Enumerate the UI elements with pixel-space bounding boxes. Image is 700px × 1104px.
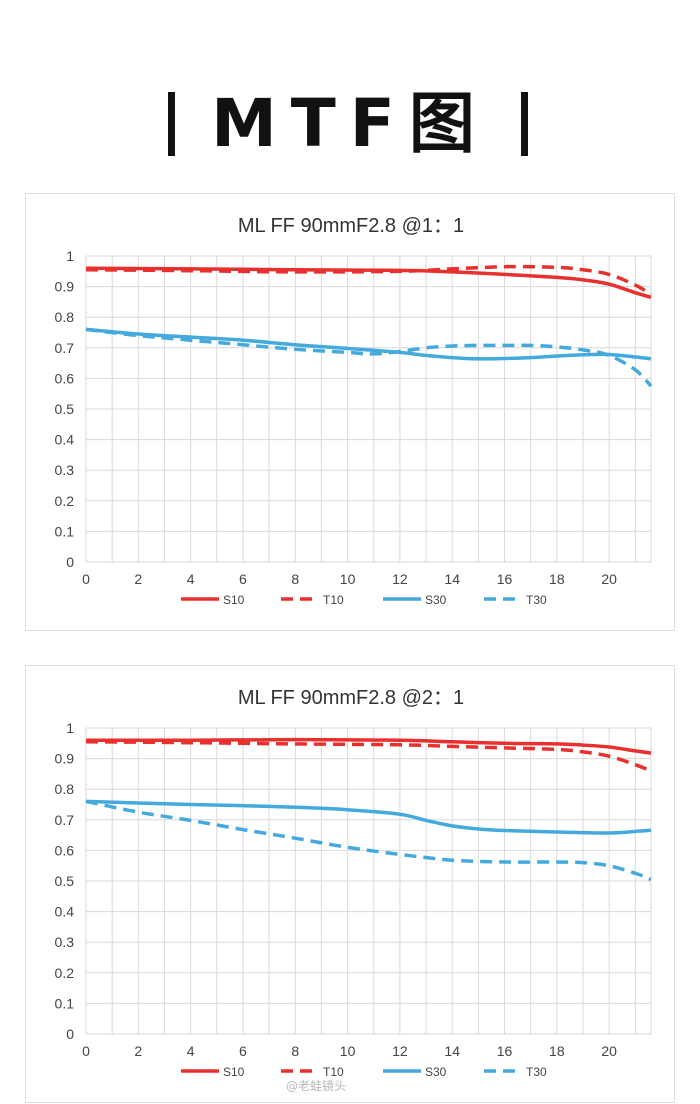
y-tick-label: 0 [66,1026,74,1042]
x-tick-label: 6 [239,1043,247,1059]
header-right-bar [521,92,528,156]
x-tick-label: 20 [601,1043,617,1059]
legend-label-t30: T30 [526,1065,547,1079]
y-tick-label: 0.1 [55,995,75,1011]
y-tick-label: 0.3 [55,462,75,478]
x-tick-label: 16 [497,571,513,587]
y-tick-label: 0.7 [55,340,75,356]
y-tick-label: 0.4 [55,904,75,920]
y-tick-label: 0.9 [55,279,75,295]
y-tick-label: 1 [66,720,74,736]
header-left-bar [168,92,175,156]
y-tick-label: 0.6 [55,370,75,386]
x-tick-label: 8 [291,571,299,587]
x-tick-label: 14 [444,571,460,587]
series-line-t30 [85,327,653,388]
legend-label-s10: S10 [223,593,245,607]
series-line-s30 [85,327,652,361]
mtf-chart-1: ML FF 90mmF2.8 @1：1 0 0.1 0.2 0.3 0.4 0.5 0.6 0.… [55,215,653,607]
page-header: MTF图 [0,78,700,168]
legend-label-s30: S30 [425,1065,447,1079]
y-tick-label: 0.4 [55,432,75,448]
x-tick-label: 10 [340,1043,356,1059]
y-tick-label: 0.5 [55,873,75,889]
x-tick-label: 14 [444,1043,460,1059]
legend-label-s30: S30 [425,593,447,607]
x-tick-label: 6 [239,571,247,587]
mtf-chart-2: ML FF 90mmF2.8 @2：1 0 0.1 0.2 0.3 0.4 0.5 0.6 0.… [55,687,652,1079]
chart-title: ML FF 90mmF2.8 @1：1 [238,215,464,237]
legend-label-t10: T10 [323,593,344,607]
y-tick-label: 0.5 [55,401,75,417]
x-tick-label: 0 [82,571,90,587]
y-tick-label: 0.7 [55,812,75,828]
x-tick-label: 0 [82,1043,90,1059]
legend-label-t10: T10 [323,1065,344,1079]
x-tick-label: 2 [134,1043,142,1059]
series-line-t10 [85,264,652,296]
series-line-s30 [85,799,652,835]
mtf-chart-panel-2: ML FF 90mmF2.8 @2：1 0 0.1 0.2 0.3 0.4 0.5 0.6 0.… [25,665,675,1103]
watermark: @老蛙镜头 [286,1079,347,1093]
x-tick-label: 20 [601,571,617,587]
series-line-s10 [85,266,652,299]
legend-label-t30: T30 [526,593,547,607]
y-tick-label: 0.3 [55,934,75,950]
series-line-t30 [85,799,652,882]
x-tick-label: 4 [187,1043,195,1059]
x-tick-label: 4 [187,571,195,587]
mtf-chart-panel-1: ML FF 90mmF2.8 @1：1 0 0.1 0.2 0.3 0.4 0.5 0.6 0.… [25,193,675,631]
chart-title: ML FF 90mmF2.8 @2：1 [238,687,464,709]
x-tick-label: 8 [291,1043,299,1059]
x-tick-label: 18 [549,1043,565,1059]
y-tick-label: 0.6 [55,842,75,858]
y-tick-label: 0.8 [55,309,75,325]
y-tick-label: 0.9 [55,751,75,767]
y-tick-label: 1 [66,248,74,264]
series-line-s10 [85,737,652,755]
y-tick-label: 0.2 [55,493,75,509]
x-tick-label: 16 [497,1043,513,1059]
x-tick-label: 12 [392,571,408,587]
x-tick-label: 2 [134,571,142,587]
x-tick-label: 12 [392,1043,408,1059]
x-tick-label: 18 [549,571,565,587]
y-tick-label: 0.2 [55,965,75,981]
y-tick-label: 0 [66,554,74,570]
y-tick-label: 0.8 [55,781,75,797]
series-line-t10 [85,740,652,773]
x-tick-label: 10 [340,571,356,587]
page-title: MTF图 [211,85,489,162]
y-tick-label: 0.1 [55,523,75,539]
legend-label-s10: S10 [223,1065,245,1079]
